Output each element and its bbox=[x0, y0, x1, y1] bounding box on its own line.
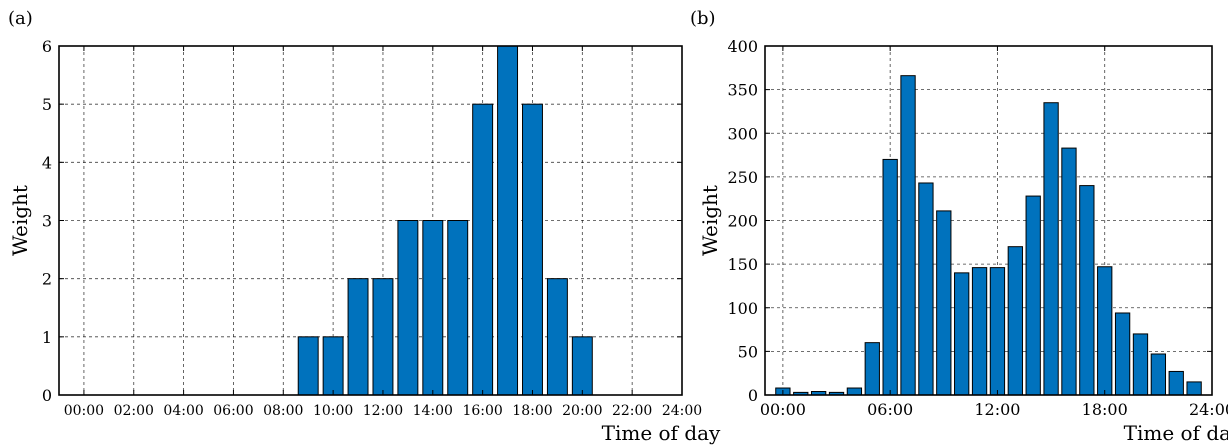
y-tick-label: 1 bbox=[42, 328, 52, 347]
x-axis-label: Time of day bbox=[602, 421, 721, 445]
y-tick-label: 6 bbox=[42, 37, 52, 56]
y-tick-label: 100 bbox=[727, 299, 758, 318]
y-tick-label: 5 bbox=[42, 95, 52, 114]
bar-12 bbox=[989, 267, 1006, 396]
y-tick-label: 3 bbox=[42, 212, 52, 231]
bar-21 bbox=[1150, 353, 1167, 396]
bar-8 bbox=[918, 182, 934, 396]
chart-panel-a: 0 1 2 3 4 5 6 00:00 02:00 04:00 06:00 08:00 10:00 12:… bbox=[8, 8, 721, 445]
bar-16 bbox=[1061, 147, 1077, 396]
y-tick-label: 2 bbox=[42, 270, 52, 289]
bar-7 bbox=[900, 75, 916, 396]
bar-16 bbox=[472, 103, 494, 396]
y-tick-label: 4 bbox=[42, 153, 52, 172]
bar-19 bbox=[1114, 312, 1131, 396]
bar-11 bbox=[971, 267, 988, 396]
x-tick-label: 12:00 bbox=[974, 400, 1020, 419]
bar-20 bbox=[571, 336, 593, 396]
y-tick-label: 0 bbox=[748, 386, 758, 405]
chart-panel-b: 0 50 100 150 200 250 300 350 400 00:00 06:00 12:00 1… bbox=[690, 8, 1228, 445]
y-tick-label: 400 bbox=[727, 37, 758, 56]
y-tick-label: 300 bbox=[727, 124, 758, 143]
y-tick-label: 0 bbox=[42, 386, 52, 405]
bar-13 bbox=[1007, 246, 1023, 396]
x-tick-label: 06:00 bbox=[213, 403, 253, 419]
bar-17 bbox=[497, 45, 519, 396]
bar-23 bbox=[1186, 381, 1202, 396]
bar-17 bbox=[1079, 185, 1095, 396]
x-tick-label: 08:00 bbox=[263, 403, 303, 419]
x-tick-label: 10:00 bbox=[313, 403, 353, 419]
bar-11 bbox=[347, 278, 369, 396]
x-tick-label: 20:00 bbox=[562, 403, 602, 419]
x-tick-label: 14:00 bbox=[413, 403, 453, 419]
y-tick-label: 200 bbox=[727, 212, 758, 231]
bar-4 bbox=[846, 387, 863, 396]
bar-15 bbox=[1043, 102, 1059, 396]
bar-14 bbox=[422, 220, 444, 396]
x-tick-label: 18:00 bbox=[1082, 400, 1128, 419]
bar-18 bbox=[522, 103, 543, 396]
bar-5 bbox=[864, 342, 880, 396]
y-tick-label: 150 bbox=[727, 255, 758, 274]
y-axis-label: Weight bbox=[8, 185, 32, 256]
x-tick-label: 06:00 bbox=[867, 400, 913, 419]
bar-15 bbox=[447, 220, 469, 396]
x-tick-label: 00:00 bbox=[64, 403, 104, 419]
y-tick-label: 350 bbox=[727, 81, 758, 100]
y-axis-label: Weight bbox=[698, 185, 722, 256]
x-tick-label: 12:00 bbox=[363, 403, 403, 419]
x-tick-label: 24:00 bbox=[662, 403, 702, 419]
bar-18 bbox=[1097, 266, 1113, 396]
bar-9 bbox=[297, 336, 319, 396]
bar-6 bbox=[882, 158, 898, 396]
x-axis-label: Time of day bbox=[1124, 421, 1228, 445]
y-tick-label: 50 bbox=[738, 342, 758, 361]
bar-14 bbox=[1025, 195, 1041, 396]
x-tick-label: 02:00 bbox=[114, 403, 154, 419]
bar-22 bbox=[1168, 370, 1184, 396]
y-tick-label: 250 bbox=[727, 168, 758, 187]
bar-20 bbox=[1132, 333, 1149, 396]
x-tick-label: 24:00 bbox=[1189, 400, 1228, 419]
panel-label: (a) bbox=[8, 8, 33, 29]
panel-label: (b) bbox=[690, 8, 716, 29]
x-tick-label: 22:00 bbox=[612, 403, 652, 419]
bar-10 bbox=[954, 272, 970, 396]
bar-13 bbox=[397, 220, 419, 396]
x-tick-label: 18:00 bbox=[512, 403, 552, 419]
x-tick-label: 04:00 bbox=[163, 403, 203, 419]
bar-10 bbox=[322, 336, 344, 396]
bar-12 bbox=[372, 278, 394, 396]
bar-9 bbox=[936, 210, 952, 396]
bar-19 bbox=[546, 278, 568, 396]
x-tick-label: 16:00 bbox=[462, 403, 502, 419]
x-tick-label: 00:00 bbox=[760, 400, 806, 419]
